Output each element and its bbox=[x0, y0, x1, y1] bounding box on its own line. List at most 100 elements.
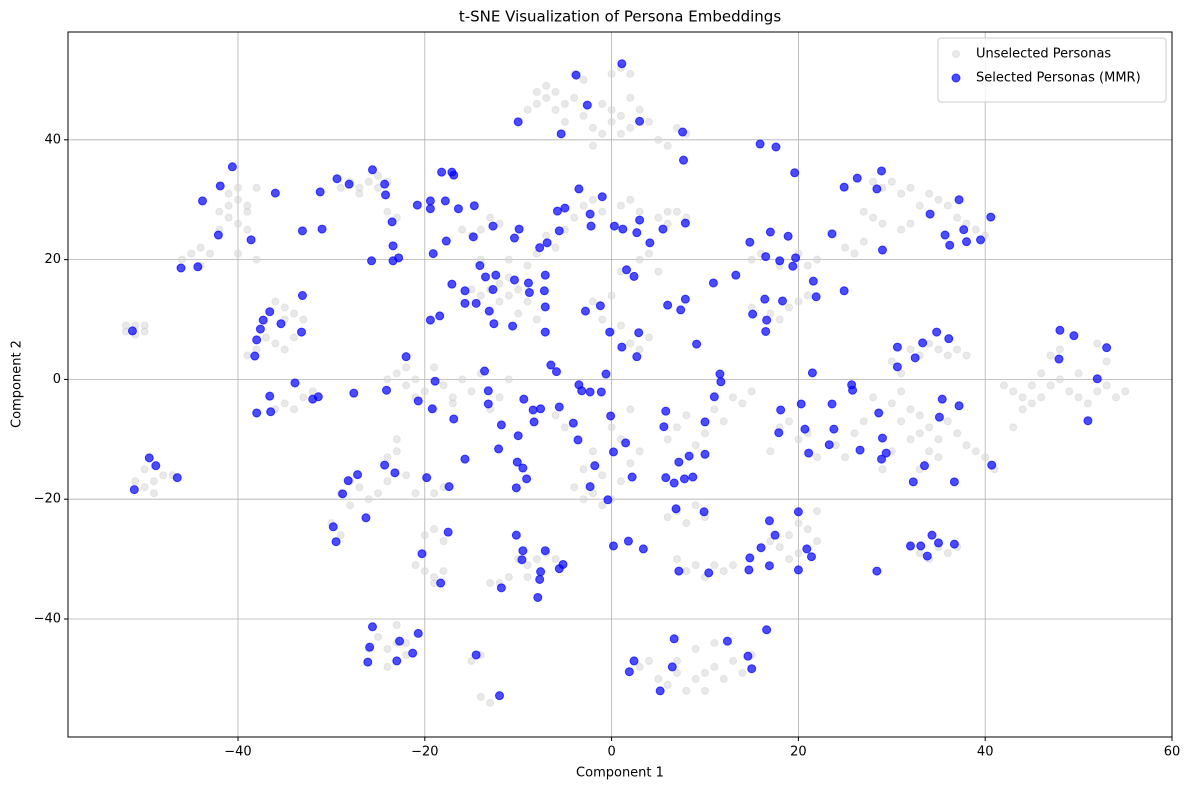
point bbox=[934, 435, 943, 444]
point bbox=[551, 555, 560, 564]
point bbox=[937, 394, 947, 404]
point bbox=[519, 394, 529, 404]
point bbox=[458, 375, 467, 384]
point bbox=[943, 351, 952, 360]
point bbox=[915, 201, 924, 210]
x-tick-label: 0 bbox=[607, 745, 615, 760]
point bbox=[811, 292, 821, 302]
point bbox=[489, 319, 499, 329]
point bbox=[915, 429, 924, 438]
point bbox=[486, 213, 495, 222]
point bbox=[959, 225, 969, 235]
point bbox=[270, 188, 280, 198]
point bbox=[428, 249, 438, 259]
point bbox=[1083, 416, 1093, 426]
point bbox=[551, 87, 560, 96]
point bbox=[1055, 375, 1064, 384]
point bbox=[617, 342, 627, 352]
point bbox=[488, 221, 498, 231]
point bbox=[827, 399, 837, 409]
point bbox=[252, 183, 261, 192]
point bbox=[621, 438, 631, 448]
point bbox=[672, 207, 681, 216]
point bbox=[1009, 387, 1018, 396]
point bbox=[850, 429, 859, 438]
point bbox=[299, 315, 308, 324]
point bbox=[638, 544, 648, 554]
point bbox=[632, 352, 642, 362]
point bbox=[761, 252, 771, 262]
point bbox=[402, 363, 411, 372]
point bbox=[617, 59, 627, 69]
point bbox=[635, 105, 644, 114]
point bbox=[609, 221, 619, 231]
point bbox=[654, 213, 663, 222]
point bbox=[213, 230, 223, 240]
point bbox=[539, 286, 549, 296]
point bbox=[528, 405, 538, 415]
point bbox=[140, 465, 149, 474]
point bbox=[338, 489, 348, 499]
point bbox=[682, 519, 691, 528]
point bbox=[943, 417, 952, 426]
point bbox=[439, 567, 448, 576]
point bbox=[420, 387, 429, 396]
point bbox=[682, 686, 691, 695]
point bbox=[722, 636, 732, 646]
point bbox=[383, 644, 392, 653]
point bbox=[616, 477, 625, 486]
point bbox=[588, 195, 597, 204]
point bbox=[764, 516, 774, 526]
point bbox=[1102, 343, 1112, 353]
point bbox=[829, 424, 839, 434]
y-tick-label: 40 bbox=[44, 132, 61, 147]
point bbox=[349, 388, 359, 398]
point bbox=[908, 477, 918, 487]
point bbox=[246, 235, 256, 245]
point bbox=[945, 240, 955, 250]
point bbox=[374, 632, 383, 641]
point bbox=[568, 418, 578, 428]
point bbox=[887, 399, 896, 408]
point bbox=[402, 471, 411, 480]
point bbox=[626, 195, 635, 204]
point bbox=[580, 306, 590, 316]
point bbox=[803, 291, 812, 300]
point bbox=[953, 429, 962, 438]
point bbox=[449, 414, 459, 424]
point bbox=[243, 351, 252, 360]
point bbox=[512, 457, 522, 467]
point bbox=[626, 123, 635, 132]
point bbox=[193, 262, 203, 272]
point bbox=[523, 278, 533, 288]
point bbox=[508, 321, 518, 331]
point bbox=[1027, 399, 1036, 408]
point bbox=[802, 544, 812, 554]
point bbox=[719, 417, 728, 426]
point bbox=[622, 265, 632, 275]
point bbox=[949, 539, 959, 549]
point bbox=[715, 369, 725, 379]
point bbox=[897, 369, 906, 378]
point bbox=[346, 501, 355, 510]
point bbox=[402, 381, 411, 390]
point bbox=[570, 93, 579, 102]
legend-box bbox=[937, 37, 1167, 103]
point bbox=[644, 249, 653, 258]
point bbox=[745, 553, 755, 563]
point bbox=[1046, 351, 1055, 360]
point bbox=[1018, 393, 1027, 402]
point bbox=[374, 489, 383, 498]
point bbox=[582, 100, 592, 110]
point bbox=[971, 225, 980, 234]
point bbox=[770, 530, 780, 540]
point bbox=[383, 662, 392, 671]
point bbox=[869, 177, 878, 186]
point bbox=[140, 321, 149, 330]
point bbox=[495, 691, 505, 701]
point bbox=[471, 298, 481, 308]
point bbox=[205, 249, 214, 258]
point bbox=[476, 291, 485, 300]
point bbox=[560, 423, 569, 432]
point bbox=[363, 657, 373, 667]
